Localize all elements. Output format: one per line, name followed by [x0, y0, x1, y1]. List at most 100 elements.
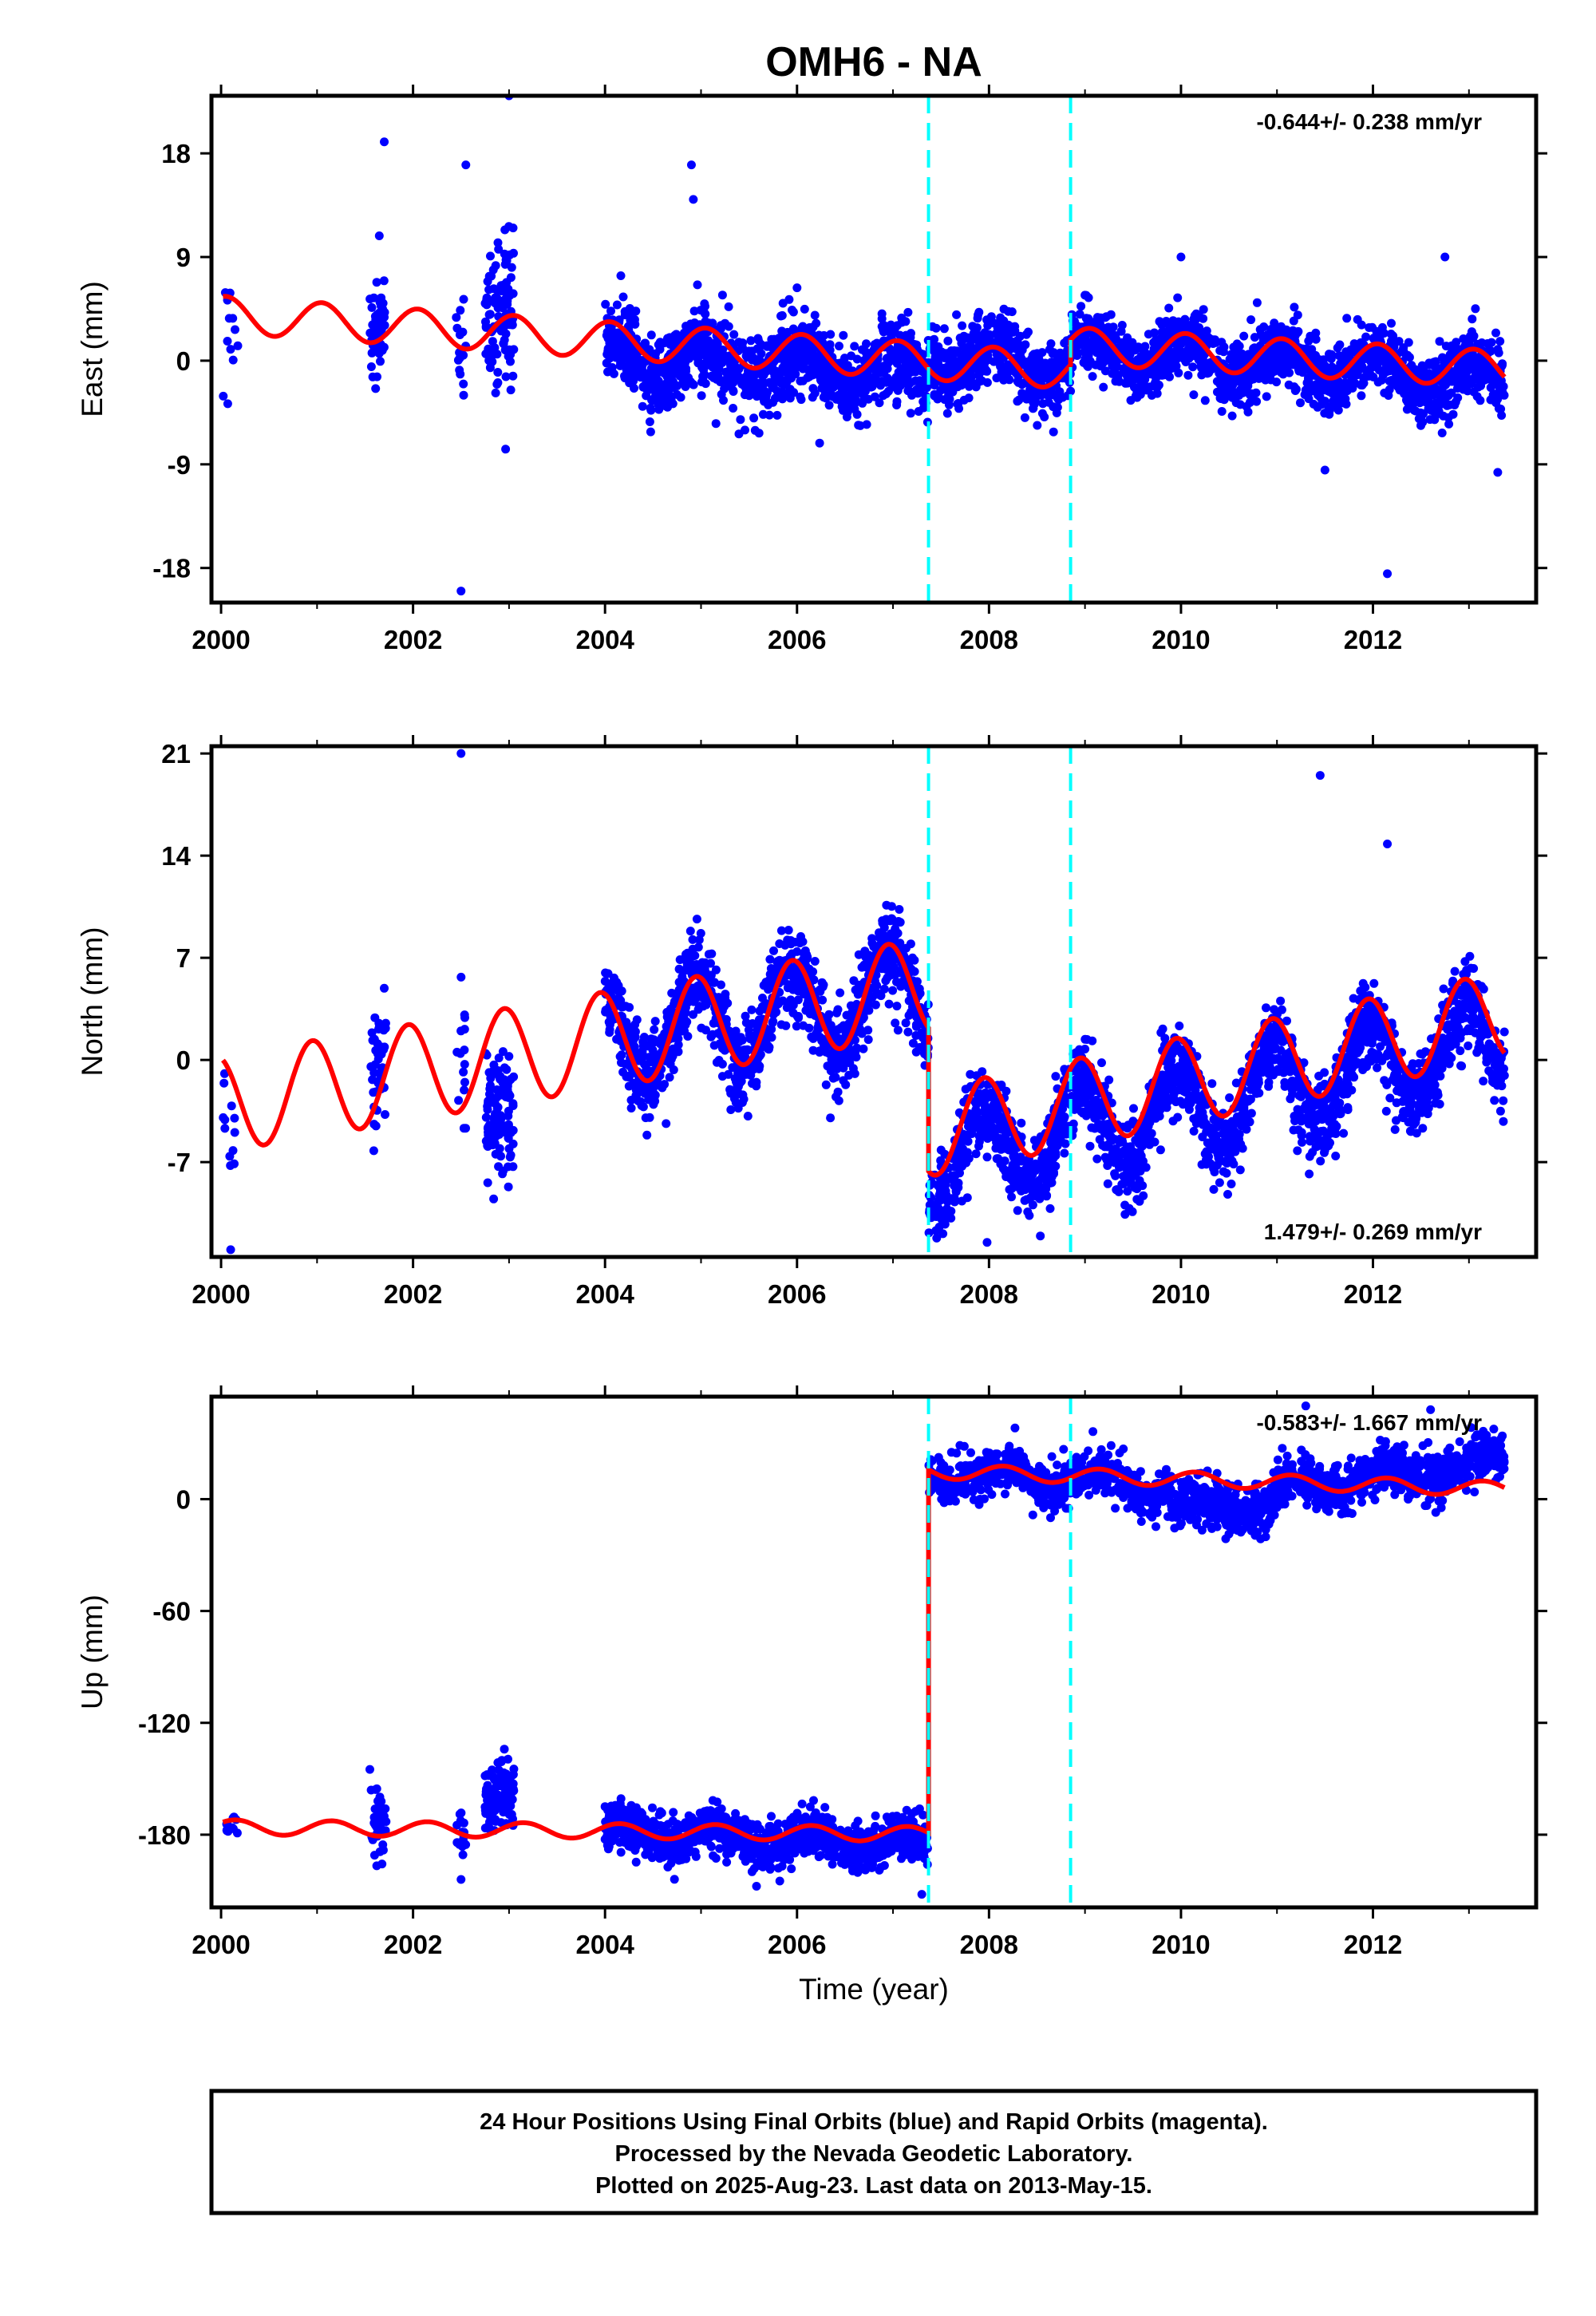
data-point [766, 964, 776, 973]
data-point [1252, 298, 1262, 307]
data-point [797, 323, 807, 333]
data-point [942, 409, 952, 418]
data-point [780, 359, 789, 369]
data-point [704, 950, 713, 959]
data-point [460, 1025, 469, 1034]
data-point [1459, 381, 1468, 391]
data-point [368, 1075, 377, 1085]
data-point [1347, 377, 1357, 387]
data-point [1058, 393, 1068, 402]
data-point [847, 1011, 856, 1021]
data-point [788, 307, 798, 317]
data-point [823, 1061, 832, 1071]
data-point [833, 1025, 843, 1034]
data-point [606, 333, 616, 342]
data-point [612, 978, 622, 987]
data-point [1387, 318, 1396, 328]
data-point [888, 986, 898, 995]
data-point [1439, 984, 1448, 994]
data-point [896, 982, 906, 991]
data-point [803, 356, 812, 366]
data-point [824, 1010, 834, 1019]
y-tick-label: 9 [176, 243, 191, 272]
data-point [823, 381, 832, 390]
data-point [908, 953, 917, 962]
data-point [1495, 337, 1505, 346]
data-point [497, 1113, 506, 1122]
data-point [508, 1162, 518, 1172]
data-point [676, 393, 685, 402]
data-point [685, 927, 695, 936]
data-point [895, 330, 905, 340]
data-point [1231, 362, 1240, 372]
data-point [784, 926, 793, 935]
data-point [714, 1056, 724, 1065]
data-point [653, 369, 662, 378]
data-point [637, 358, 646, 368]
data-point [832, 1092, 840, 1101]
data-point [967, 371, 977, 381]
data-point [630, 316, 639, 326]
data-point [741, 1018, 751, 1027]
data-point [871, 370, 880, 380]
data-point [1440, 358, 1449, 368]
data-point [1491, 397, 1500, 407]
data-point [871, 1000, 880, 1010]
data-point [877, 964, 887, 974]
data-point [1494, 348, 1503, 358]
data-point [902, 366, 911, 375]
data-point [694, 935, 704, 945]
data-point [747, 1005, 757, 1014]
data-point [793, 995, 803, 1005]
data-point [459, 1067, 468, 1077]
data-point [379, 276, 389, 286]
data-point [750, 425, 760, 435]
data-point [934, 354, 944, 362]
data-point [731, 1098, 741, 1108]
data-point [764, 377, 774, 387]
data-point [642, 1130, 652, 1140]
data-point [1251, 388, 1261, 397]
data-point [1444, 419, 1454, 429]
data-point [503, 1081, 512, 1091]
data-point [640, 1060, 649, 1069]
data-point [1459, 334, 1468, 343]
data-point [669, 1044, 678, 1053]
data-point [724, 1069, 733, 1079]
data-point [1188, 362, 1198, 372]
data-point [223, 399, 232, 409]
data-point [233, 341, 243, 350]
data-point [794, 1012, 804, 1021]
data-point [1010, 322, 1020, 331]
data-point [740, 1045, 749, 1054]
data-point [1171, 362, 1181, 371]
data-point [774, 999, 783, 1009]
data-point [452, 313, 461, 322]
data-point [893, 1026, 903, 1035]
data-point [862, 350, 871, 359]
outlier-point [1440, 252, 1450, 262]
data-point [460, 1010, 469, 1020]
data-point [741, 1011, 750, 1021]
data-point [753, 334, 763, 343]
data-point [748, 346, 757, 356]
data-point [693, 280, 702, 290]
data-point [721, 990, 730, 999]
data-point [648, 380, 658, 389]
data-point [499, 338, 508, 348]
data-point [946, 385, 955, 395]
data-point [500, 1121, 510, 1131]
data-point [501, 372, 511, 381]
data-point [1000, 373, 1009, 382]
data-point [1225, 1093, 1235, 1102]
data-point [1324, 404, 1333, 413]
chart-title: OMH6 - NA [765, 39, 982, 85]
data-point [870, 392, 879, 401]
data-point [663, 402, 672, 412]
data-point [882, 900, 891, 910]
data-point [1366, 357, 1376, 366]
data-point [1136, 357, 1145, 366]
data-point [751, 370, 760, 379]
data-point [1408, 386, 1417, 396]
data-point [674, 978, 684, 987]
